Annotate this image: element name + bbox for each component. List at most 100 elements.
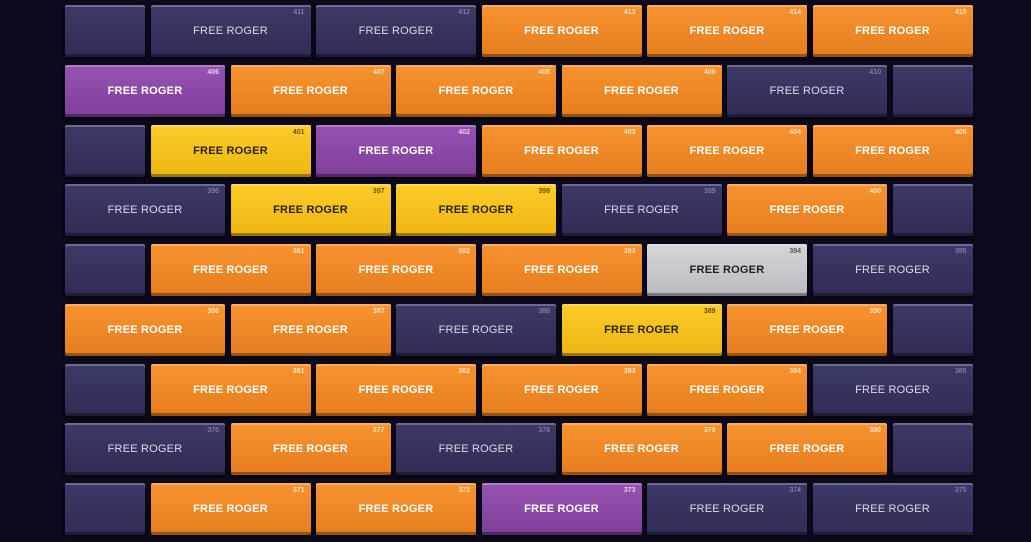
half-brick bbox=[65, 244, 145, 296]
brick[interactable]: FREE ROGER 377 bbox=[230, 423, 391, 476]
brick-number: 408 bbox=[538, 68, 550, 76]
brick-number: 402 bbox=[458, 128, 470, 136]
brick[interactable]: FREE ROGER 386 bbox=[65, 303, 225, 356]
brick[interactable]: FREE ROGER 406 bbox=[65, 64, 225, 117]
brick-number: 383 bbox=[623, 367, 636, 375]
brick[interactable]: FREE ROGER 402 bbox=[316, 124, 476, 177]
brick-number: 379 bbox=[703, 427, 716, 435]
brick-label: FREE ROGER bbox=[107, 323, 183, 336]
brick-label: FREE ROGER bbox=[358, 264, 434, 276]
brick[interactable]: FREE ROGER 371 bbox=[150, 483, 311, 535]
brick-number: 387 bbox=[372, 307, 385, 315]
brick-number: 410 bbox=[869, 68, 881, 76]
brick-label: FREE ROGER bbox=[604, 204, 679, 217]
brick[interactable]: FREE ROGER 413 bbox=[481, 5, 642, 57]
half-brick bbox=[65, 483, 145, 535]
brick-label: FREE ROGER bbox=[855, 264, 930, 276]
brick[interactable]: FREE ROGER 388 bbox=[396, 303, 556, 356]
brick-label: FREE ROGER bbox=[358, 25, 434, 37]
brick[interactable]: FREE ROGER 374 bbox=[647, 483, 807, 535]
brick-number: 391 bbox=[292, 248, 305, 255]
brick-label: FREE ROGER bbox=[107, 84, 183, 97]
brick-label: FREE ROGER bbox=[358, 383, 434, 396]
brick[interactable]: FREE ROGER 400 bbox=[727, 184, 887, 237]
brick[interactable]: FREE ROGER 410 bbox=[727, 64, 887, 117]
brick-number: 373 bbox=[623, 487, 636, 494]
brick-number: 385 bbox=[954, 367, 967, 375]
brick[interactable]: FREE ROGER 403 bbox=[481, 124, 642, 177]
brick[interactable]: FREE ROGER 412 bbox=[316, 5, 476, 57]
brick[interactable]: FREE ROGER 397 bbox=[230, 184, 391, 237]
half-brick bbox=[892, 184, 973, 237]
brick-number: 405 bbox=[954, 128, 967, 136]
brick[interactable]: FREE ROGER 409 bbox=[561, 64, 722, 117]
brick[interactable]: FREE ROGER 378 bbox=[396, 423, 556, 476]
brick[interactable]: FREE ROGER 390 bbox=[727, 303, 887, 356]
brick[interactable]: FREE ROGER 405 bbox=[812, 124, 973, 177]
brick[interactable]: FREE ROGER 414 bbox=[647, 5, 807, 57]
brick[interactable]: FREE ROGER 401 bbox=[150, 124, 311, 177]
brick-number: 390 bbox=[869, 307, 881, 315]
brick-label: FREE ROGER bbox=[689, 383, 765, 396]
brick-label: FREE ROGER bbox=[524, 264, 599, 276]
brick-number: 375 bbox=[954, 487, 967, 494]
brick[interactable]: FREE ROGER 389 bbox=[561, 303, 722, 356]
brick-label: FREE ROGER bbox=[273, 84, 348, 97]
brick-number: 411 bbox=[293, 9, 305, 16]
brick[interactable]: FREE ROGER 404 bbox=[647, 124, 807, 177]
brick[interactable]: FREE ROGER 396 bbox=[65, 184, 225, 237]
brick[interactable]: FREE ROGER 407 bbox=[230, 64, 391, 117]
brick[interactable]: FREE ROGER 379 bbox=[561, 423, 722, 476]
brick[interactable]: FREE ROGER 385 bbox=[812, 363, 973, 416]
brick-number: 415 bbox=[954, 9, 967, 16]
brick-label: FREE ROGER bbox=[855, 503, 930, 515]
brick-number: 394 bbox=[789, 248, 801, 255]
brick-number: 406 bbox=[207, 68, 219, 76]
brick[interactable]: FREE ROGER 381 bbox=[150, 363, 311, 416]
brick[interactable]: FREE ROGER 399 bbox=[561, 184, 722, 237]
brick-label: FREE ROGER bbox=[193, 144, 268, 157]
brick[interactable]: FREE ROGER 382 bbox=[316, 363, 476, 416]
brick-label: FREE ROGER bbox=[273, 323, 348, 336]
brick-number: 400 bbox=[869, 188, 881, 196]
brick-label: FREE ROGER bbox=[769, 84, 845, 97]
brick-label: FREE ROGER bbox=[604, 443, 679, 456]
brick[interactable]: FREE ROGER 380 bbox=[727, 423, 887, 476]
brick[interactable]: FREE ROGER 411 bbox=[150, 5, 311, 57]
brick-number: 401 bbox=[292, 128, 305, 136]
brick[interactable]: FREE ROGER 384 bbox=[647, 363, 807, 416]
brick-label: FREE ROGER bbox=[855, 383, 930, 396]
brick-label: FREE ROGER bbox=[689, 264, 765, 276]
brick-label: FREE ROGER bbox=[769, 204, 845, 217]
brick[interactable]: FREE ROGER 398 bbox=[396, 184, 556, 237]
brick[interactable]: FREE ROGER 376 bbox=[65, 423, 225, 476]
brick-label: FREE ROGER bbox=[193, 264, 268, 276]
brick-label: FREE ROGER bbox=[193, 25, 268, 37]
brick-label: FREE ROGER bbox=[273, 443, 348, 456]
brick[interactable]: FREE ROGER 387 bbox=[230, 303, 391, 356]
brick[interactable]: FREE ROGER 392 bbox=[316, 244, 476, 296]
brick-number: 398 bbox=[538, 188, 550, 196]
brick-label: FREE ROGER bbox=[438, 204, 514, 217]
brick-label: FREE ROGER bbox=[689, 25, 765, 37]
brick-label: FREE ROGER bbox=[855, 25, 930, 37]
brick[interactable]: FREE ROGER 391 bbox=[150, 244, 311, 296]
brick-label: FREE ROGER bbox=[193, 383, 268, 396]
brick[interactable]: FREE ROGER 395 bbox=[812, 244, 973, 296]
brick[interactable]: FREE ROGER 393 bbox=[481, 244, 642, 296]
brick[interactable]: FREE ROGER 408 bbox=[396, 64, 556, 117]
brick-label: FREE ROGER bbox=[438, 84, 514, 97]
brick[interactable]: FREE ROGER 415 bbox=[812, 5, 973, 57]
brick-label: FREE ROGER bbox=[438, 323, 514, 336]
brick[interactable]: FREE ROGER 383 bbox=[481, 363, 642, 416]
brick-number: 388 bbox=[538, 307, 550, 315]
brick[interactable]: FREE ROGER 375 bbox=[812, 483, 973, 535]
brick-number: 407 bbox=[372, 68, 385, 76]
brick-label: FREE ROGER bbox=[524, 503, 599, 515]
brick-label: FREE ROGER bbox=[689, 144, 765, 157]
brick[interactable]: FREE ROGER 373 bbox=[481, 483, 642, 535]
brick[interactable]: FREE ROGER 394 bbox=[647, 244, 807, 296]
brick[interactable]: FREE ROGER 372 bbox=[316, 483, 476, 535]
brick-label: FREE ROGER bbox=[358, 503, 434, 515]
brick-number: 389 bbox=[703, 307, 716, 315]
